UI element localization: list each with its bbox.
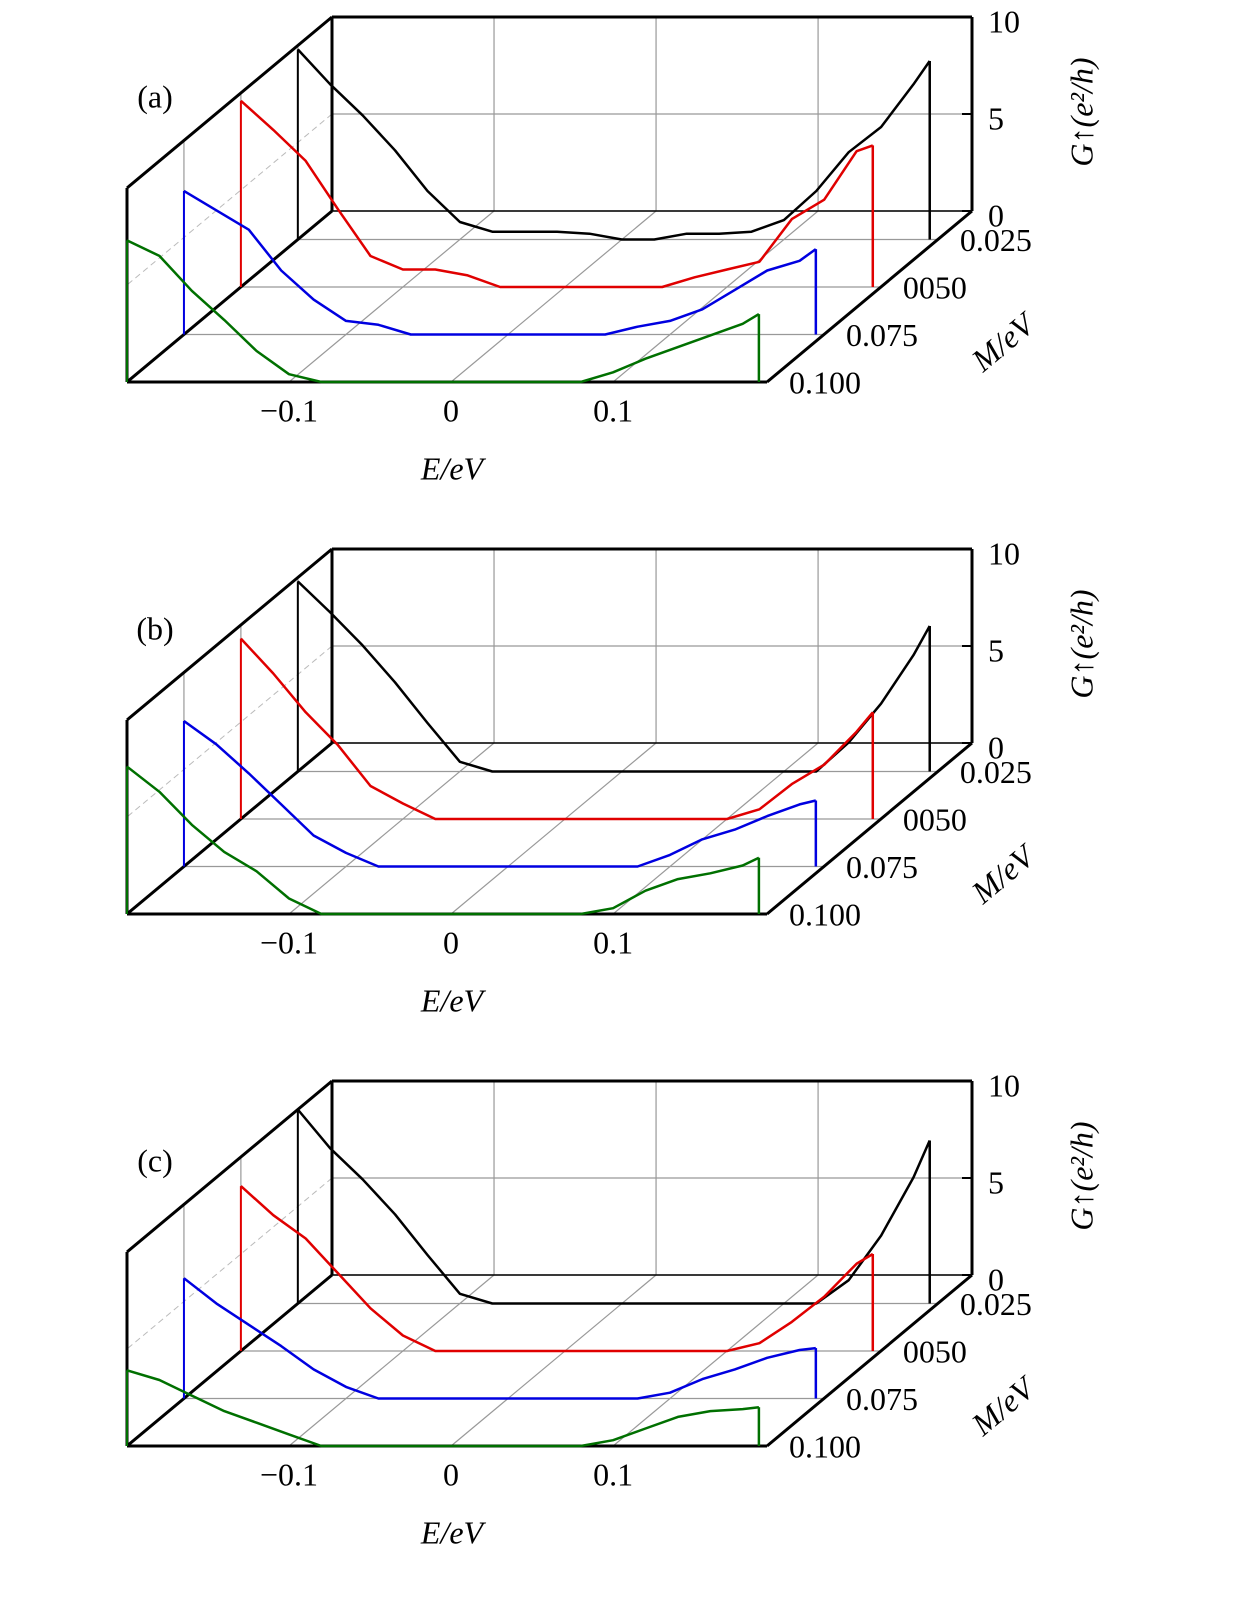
- m-tick-label: 0050: [903, 801, 967, 837]
- y-tick-label: 0: [988, 197, 1004, 233]
- y-tick-label: 5: [988, 100, 1004, 136]
- y-tick-label: 10: [988, 535, 1020, 571]
- panel: −0.1 0 0.1 0 5 10 0.025 0050 0.075 0.100 (a) E/eV G↑…: [125, 3, 1099, 486]
- x-axis-label: E/eV: [420, 450, 487, 486]
- series-line: [296, 48, 931, 241]
- m-axis-label: M/eV: [964, 304, 1044, 379]
- m-tick-label: 0.100: [789, 364, 861, 400]
- m-tick-label: 0.025: [960, 222, 1032, 258]
- y-axis-label: G↑(e²/h): [1063, 589, 1099, 698]
- grid-line: [450, 210, 657, 383]
- m-tick-label: 0050: [903, 1333, 967, 1369]
- m-tick-label: 0050: [903, 269, 967, 305]
- axis-frame: [126, 547, 333, 722]
- series-line: [126, 239, 760, 384]
- x-axis-label: E/eV: [420, 1514, 487, 1550]
- panel-label: (a): [137, 78, 173, 114]
- m-tick-label: 0.100: [789, 896, 861, 932]
- m-tick-label: 0.025: [960, 754, 1032, 790]
- series-line: [183, 1277, 816, 1400]
- y-axis-label: G↑(e²/h): [1063, 57, 1099, 166]
- axis-frame: [126, 15, 333, 190]
- series-line: [240, 1185, 874, 1353]
- y-tick-label: 0: [988, 729, 1004, 765]
- x-tick-label: 0: [443, 924, 459, 960]
- x-tick-label: 0.1: [593, 924, 633, 960]
- y-axis-label: G↑(e²/h): [1063, 1121, 1099, 1230]
- x-tick-label: −0.1: [260, 924, 318, 960]
- axis-frame: [126, 209, 333, 384]
- grid-line: [612, 210, 819, 383]
- m-tick-label: 0.075: [846, 317, 918, 353]
- series-line: [183, 189, 817, 336]
- series-line: [126, 1369, 760, 1448]
- panel-label: (c): [137, 1142, 173, 1178]
- m-tick-label: 0.100: [789, 1428, 861, 1464]
- x-tick-label: −0.1: [260, 392, 318, 428]
- grid-line: [288, 1274, 495, 1447]
- series-line: [239, 637, 874, 821]
- y-tick-label: 10: [988, 1067, 1020, 1103]
- x-tick-label: 0: [443, 1456, 459, 1492]
- m-axis-label: M/eV: [964, 836, 1044, 911]
- panel: −0.1 0 0.1 0 5 10 0.025 0050 0.075 0.100 (c) E/eV G↑…: [125, 1067, 1099, 1550]
- x-tick-label: 0.1: [593, 392, 633, 428]
- y-tick-label: 10: [988, 3, 1020, 39]
- m-axis-label: M/eV: [964, 1368, 1044, 1443]
- y-tick-label: 5: [988, 632, 1004, 668]
- m-tick-label: 0.075: [846, 849, 918, 885]
- grid-line: [612, 742, 819, 915]
- series-line: [296, 1108, 931, 1305]
- x-tick-label: 0: [443, 392, 459, 428]
- axis-frame: [766, 741, 973, 916]
- x-tick-label: −0.1: [260, 1456, 318, 1492]
- m-tick-label: 0.075: [846, 1381, 918, 1417]
- grid-line: [126, 1177, 333, 1350]
- axis-frame: [126, 741, 333, 916]
- panel: −0.1 0 0.1 0 5 10 0.025 0050 0.075 0.100 (b) E/eV G↑…: [125, 535, 1099, 1018]
- x-tick-label: 0.1: [593, 1456, 633, 1492]
- series-line: [183, 719, 817, 868]
- x-axis-label: E/eV: [420, 982, 487, 1018]
- y-tick-label: 0: [988, 1261, 1004, 1297]
- y-tick-label: 5: [988, 1164, 1004, 1200]
- m-tick-label: 0.025: [960, 1286, 1032, 1322]
- grid-line: [126, 113, 333, 286]
- grid-line: [612, 1274, 819, 1447]
- panel-label: (b): [136, 610, 173, 646]
- grid-line: [288, 210, 495, 383]
- axis-frame: [766, 1273, 973, 1448]
- axis-frame: [766, 209, 973, 384]
- grid-line: [288, 742, 495, 915]
- series-line: [126, 765, 760, 916]
- series-line: [240, 99, 874, 289]
